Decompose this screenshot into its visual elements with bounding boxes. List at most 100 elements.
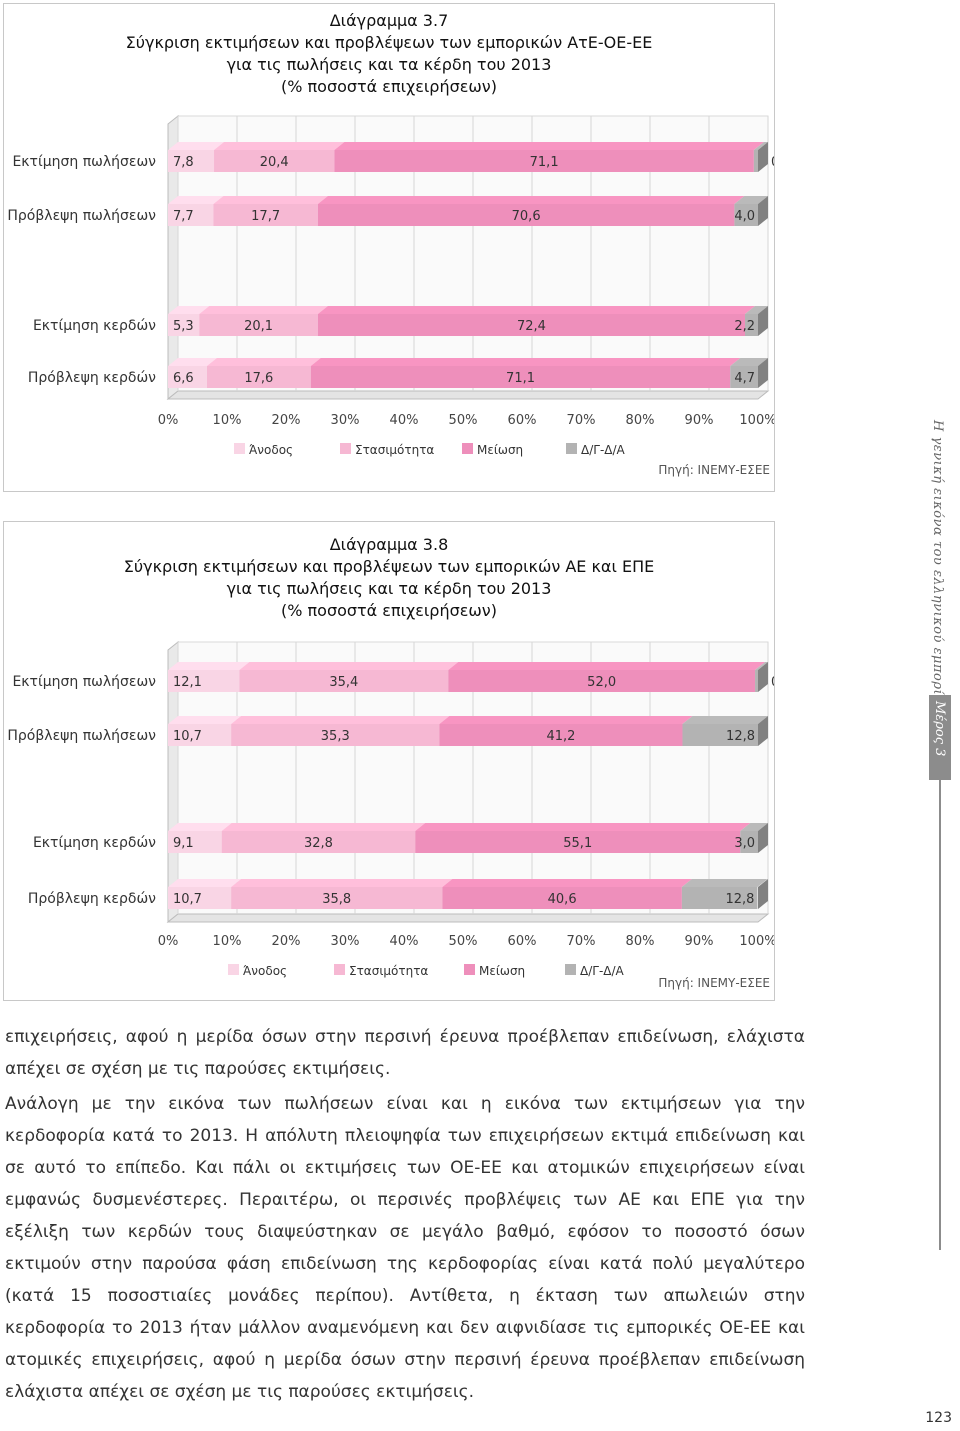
bar-segment-top [168,716,242,724]
category-label: Πρόβλεψη κερδών [28,891,156,907]
x-tick-label: 10% [213,934,242,949]
bar-segment [221,831,416,853]
bar-segment [168,831,222,853]
x-tick-label: 0% [158,413,179,428]
chart-title-line: Σύγκριση εκτιμήσεων και προβλέψεων των ε… [123,557,655,576]
chart-title-line: (% ποσοστά επιχειρήσεων) [281,601,497,620]
legend-label: Δ/Γ-Δ/Α [580,964,625,978]
bar-segment-top [730,358,768,366]
data-label: 4,7 [734,371,755,386]
bar-segment [231,887,443,909]
legend-label: Στασιμότητα [355,443,434,457]
bar-segment [681,887,758,909]
bar-segment [168,204,214,226]
bar-side [758,662,768,692]
bar-segment [168,366,207,388]
data-label: 7,7 [173,209,194,224]
data-label: 12,1 [173,675,202,690]
bar-segment-top [448,662,766,670]
bar-segment-top [334,142,764,150]
data-label: 20,4 [260,155,289,170]
chart-3-8: Διάγραμμα 3.8 Σύγκριση εκτιμήσεων και πρ… [3,521,775,1001]
data-label: 12,8 [725,892,754,907]
category-label: Εκτίμηση πωλήσεων [12,154,156,170]
bar-segment-top [682,716,768,724]
bar-segment [734,204,758,226]
chart-title-line: Σύγκριση εκτιμήσεων και προβλέψεων των ε… [125,33,653,52]
legend-label: Άνοδος [249,443,293,457]
data-label: 41,2 [546,729,575,744]
legend-swatch [340,443,351,454]
bar-side [758,823,768,853]
legend-swatch [566,443,577,454]
bar-segment [239,670,449,692]
bar-side [758,306,768,336]
data-label: 0,7 [771,155,774,170]
x-tick-label: 90% [685,934,714,949]
bar-side [758,716,768,746]
legend-swatch [464,964,475,975]
section-label: Μέρος 3 [932,701,947,757]
data-label: 35,8 [322,892,351,907]
x-tick-label: 100% [739,934,774,949]
bar-segment-top [745,306,768,314]
side-caption-text: Η γενική εικόνα του ελληνικού εμπορίου [930,420,945,712]
data-label: 7,8 [173,155,194,170]
chart-title-line: Διάγραμμα 3.8 [329,535,449,554]
data-label: 72,4 [517,319,546,334]
bar-segment [740,831,758,853]
data-label: 10,7 [173,729,202,744]
bar-segment [168,887,232,909]
data-label: 71,1 [530,155,559,170]
bar-segment-top [681,879,768,887]
bar-segment [755,670,758,692]
bar-segment [213,204,318,226]
x-tick-label: 30% [331,934,360,949]
bar-segment-top [310,358,741,366]
page-number: 123 [925,1410,952,1426]
legend-swatch [565,964,576,975]
x-tick-label: 60% [508,934,537,949]
chart-title-line: Διάγραμμα 3.7 [329,11,449,30]
bar-segment-top [168,358,217,366]
chart-title: Διάγραμμα 3.8 Σύγκριση εκτιμήσεων και πρ… [4,534,774,622]
bar-segment [753,150,758,172]
data-label: 35,4 [329,675,358,690]
legend-swatch [228,964,239,975]
legend-swatch [234,443,245,454]
chart-plot: Εκτίμηση πωλήσεων Πρόβλεψη πωλήσεων Εκτίμη… [7,640,774,990]
bar-segment [415,831,741,853]
x-tick-label: 90% [685,413,714,428]
data-label: 17,6 [244,371,273,386]
data-label: 70,6 [512,209,541,224]
bar-side [758,358,768,388]
category-label: Πρόβλεψη πωλήσεων [7,728,156,744]
x-tick-label: 20% [272,934,301,949]
x-tick-label: 20% [272,413,301,428]
data-label: 2,2 [734,319,755,334]
bar-segment-top [734,196,768,204]
bar-segment [168,724,232,746]
bar-segment-top [239,662,459,670]
data-label: 4,0 [734,209,755,224]
chart-title-line: για τις πωλήσεις και τα κέρδη του 2013 [226,579,552,598]
paragraph: Ανάλογη με την εικόνα των πωλήσεων είναι… [5,1094,805,1402]
bar-segment-top [168,662,250,670]
chart-title-line: (% ποσοστά επιχειρήσεων) [281,77,497,96]
legend-label: Στασιμότητα [349,964,428,978]
x-tick-label: 70% [567,413,596,428]
x-tick-label: 40% [390,934,419,949]
side-rule [939,780,941,1250]
x-tick-label: 70% [567,934,596,949]
legend-label: Δ/Γ-Δ/Α [581,443,626,457]
category-label: Εκτίμηση πωλήσεων [12,674,156,690]
source-note: Πηγή: ΙΝΕΜΥ-ΕΣΕΕ [658,976,770,990]
bar-segment [439,724,683,746]
bar-segment [448,670,756,692]
bar-segment [206,366,311,388]
data-label: 3,0 [734,836,755,851]
data-label: 32,8 [304,836,333,851]
chart-plot: Εκτίμηση πωλήσεων Πρόβλεψη πωλήσεων Εκτίμη… [7,114,774,477]
data-label: 5,3 [173,319,194,334]
data-label: 9,1 [173,836,194,851]
